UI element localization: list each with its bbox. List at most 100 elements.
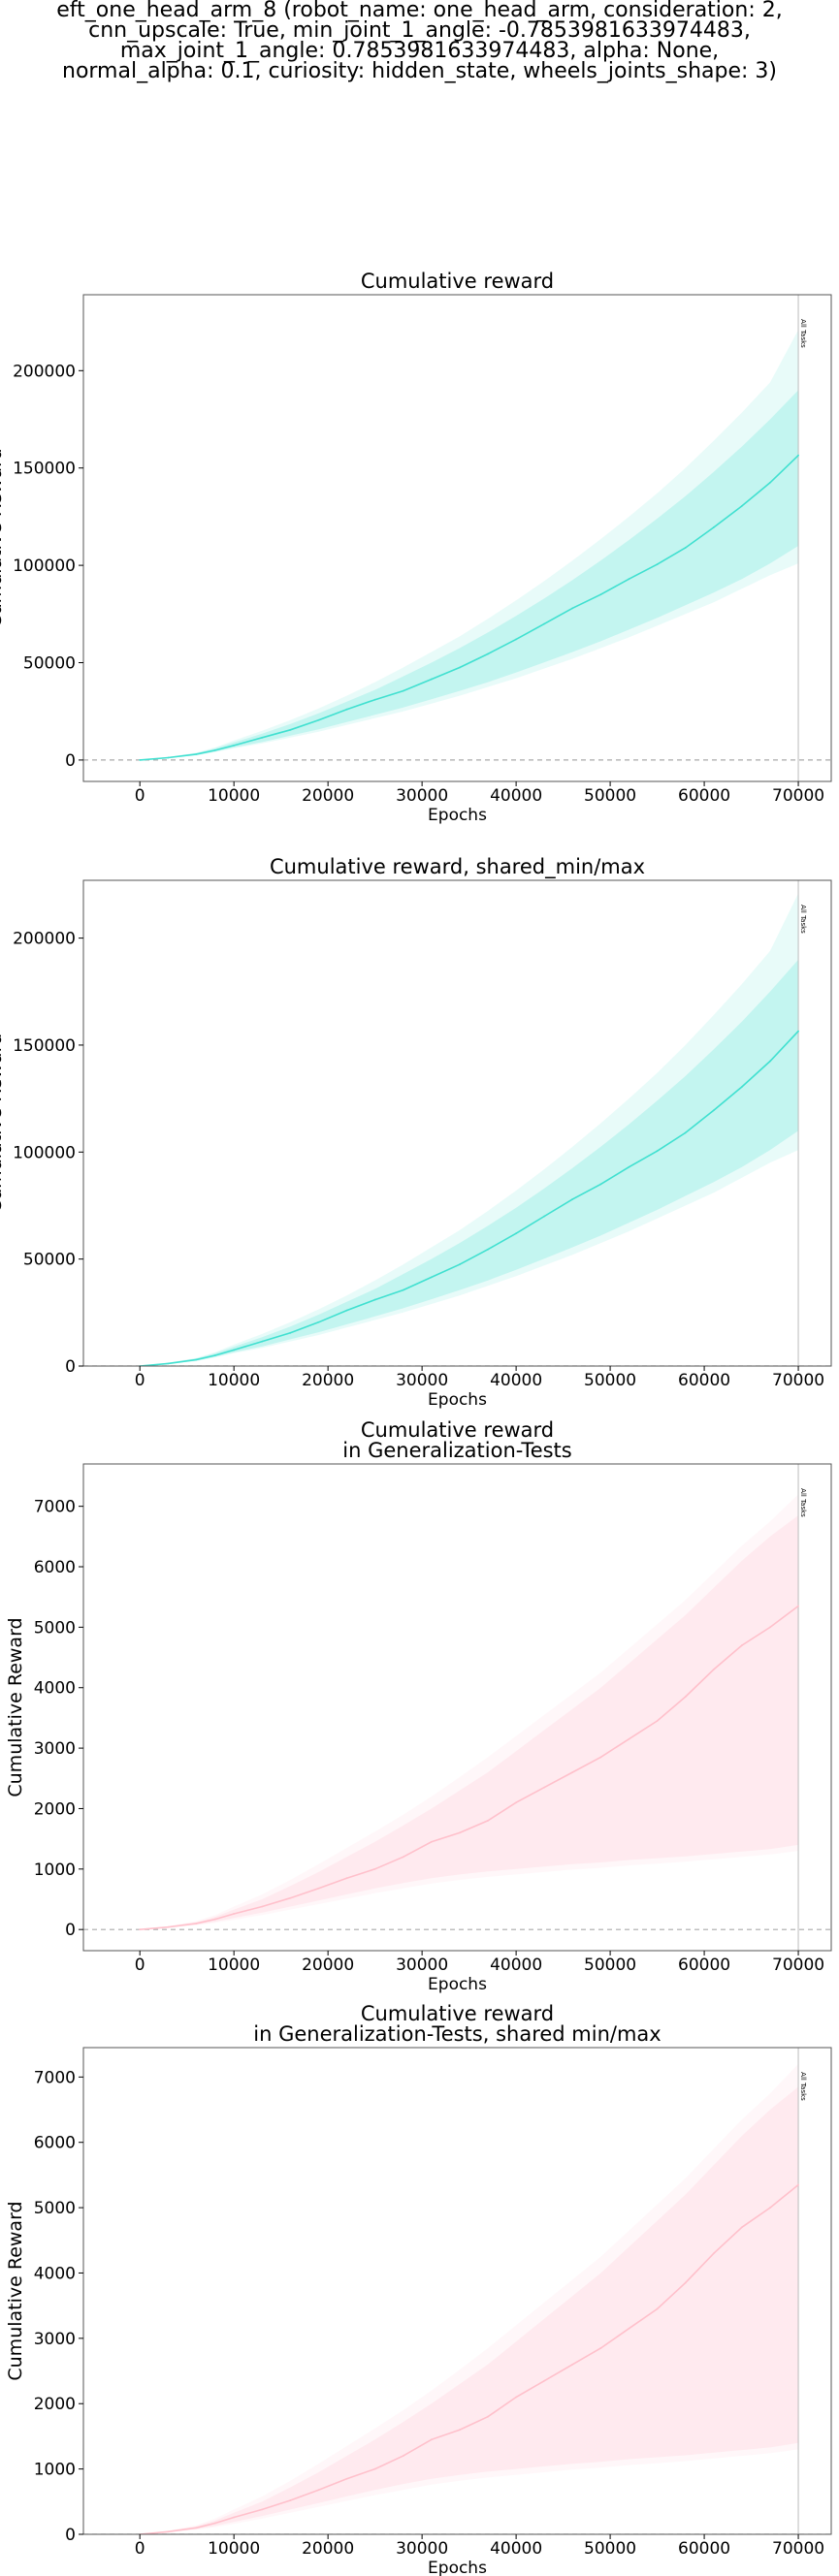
y-tick-label: 2000 (34, 2395, 76, 2414)
axes-frame (82, 1463, 832, 1952)
x-tick-label: 10000 (208, 786, 260, 806)
series-point (599, 1183, 602, 1186)
series-point (233, 1349, 236, 1352)
series-point (195, 752, 198, 755)
std-band (140, 959, 799, 1366)
series-point (195, 1923, 198, 1924)
series-point (487, 652, 489, 655)
series-point (167, 2530, 170, 2533)
chart-panel-1: All Tasks 0 10000 20000 30000 40000 50000 60000… (0, 270, 832, 825)
x-tick-label: 10000 (208, 1956, 260, 1975)
y-tick-label: 100000 (13, 1143, 76, 1162)
series-point (289, 2499, 292, 2501)
series-point (213, 2522, 216, 2525)
x-tick-label: 30000 (396, 2539, 448, 2559)
x-tick-label: 30000 (396, 1371, 448, 1390)
y-tick-label: 200000 (13, 930, 76, 949)
x-tick-label: 20000 (302, 786, 354, 806)
series-point (543, 622, 546, 625)
x-tick-label: 60000 (678, 786, 730, 806)
y-tick-label: 7000 (34, 1498, 76, 1517)
y-tick-label: 150000 (13, 460, 76, 479)
suptitle-line: max_joint_1_angle: 0.7853981633974483, a… (119, 39, 720, 63)
series-point (373, 1867, 376, 1870)
series-point (656, 1720, 659, 1722)
series-point (373, 2467, 376, 2470)
axes-frame (82, 2047, 832, 2535)
series-point (571, 1197, 574, 1200)
x-tick-label: 40000 (490, 1371, 542, 1390)
series-point (195, 2527, 198, 2529)
series-point (797, 1605, 799, 1607)
series-point (317, 1320, 320, 1323)
axes-frame (82, 294, 832, 782)
series-point (712, 1669, 715, 1670)
task-marker-label: All Tasks (799, 319, 807, 348)
series-point (599, 2347, 602, 2349)
chart-title: in Generalization-Tests, shared min/max (253, 2022, 661, 2046)
series-point (430, 1276, 433, 1279)
x-tick-label: 50000 (584, 786, 636, 806)
y-tick-label: 3000 (34, 2330, 76, 2349)
x-tick-label: 20000 (302, 1956, 354, 1975)
x-tick-label: 0 (135, 2539, 145, 2559)
x-tick-label: 50000 (584, 1371, 636, 1390)
series-point (345, 1309, 348, 1312)
series-point (797, 454, 799, 457)
series-point (459, 1263, 461, 1266)
series-point (797, 2183, 799, 2186)
x-axis-label: Epochs (428, 2559, 487, 2576)
series-point (213, 1918, 216, 1921)
series-point (543, 1215, 546, 1218)
series-point (712, 2252, 715, 2255)
series-point (543, 1786, 546, 1789)
series-point (459, 666, 461, 669)
series-point (628, 578, 630, 581)
chart-title: Cumulative reward (361, 2002, 554, 2025)
plot-area (83, 1464, 831, 1951)
series-point (487, 1248, 489, 1251)
series-point (289, 1331, 292, 1334)
y-tick-label: 3000 (34, 1739, 76, 1759)
x-tick-label: 60000 (678, 2539, 730, 2559)
series-point (402, 689, 404, 692)
y-axis-label: Cumulative Reward (0, 1034, 6, 1213)
series-point (402, 2455, 404, 2458)
x-axis-label: Epochs (428, 1975, 487, 1994)
y-tick-label: 1000 (34, 2461, 76, 2480)
series-point (345, 708, 348, 711)
series-point (261, 1905, 264, 1908)
x-tick-label: 60000 (678, 1371, 730, 1390)
series-point (317, 2489, 320, 2492)
y-tick-label: 200000 (13, 362, 76, 381)
series-point (213, 1354, 216, 1356)
series-point (599, 593, 602, 596)
series-point (628, 2327, 630, 2330)
plot-area (83, 295, 831, 781)
x-axis-label: Epochs (428, 1390, 487, 1410)
series-point (167, 756, 170, 759)
series-point (628, 1165, 630, 1168)
series-point (515, 638, 518, 641)
y-tick-label: 4000 (34, 1679, 76, 1699)
series-point (571, 2363, 574, 2366)
series-point (571, 607, 574, 610)
series-point (487, 1820, 489, 1822)
x-tick-label: 0 (135, 1371, 145, 1390)
x-tick-label: 0 (135, 786, 145, 806)
axes-frame (82, 879, 832, 1367)
x-tick-label: 70000 (772, 786, 824, 806)
task-marker-label: All Tasks (799, 905, 807, 934)
x-tick-label: 60000 (678, 1956, 730, 1975)
y-tick-label: 6000 (34, 2134, 76, 2153)
series-point (769, 2207, 771, 2209)
y-tick-label: 0 (65, 751, 76, 771)
std-band (140, 1515, 799, 1930)
chart-title: Cumulative reward, shared_min/max (270, 855, 645, 879)
y-tick-label: 0 (65, 1357, 76, 1377)
series-point (345, 1877, 348, 1880)
series-point (740, 504, 743, 507)
min-max-band (140, 893, 799, 1366)
series-point (487, 2415, 489, 2418)
